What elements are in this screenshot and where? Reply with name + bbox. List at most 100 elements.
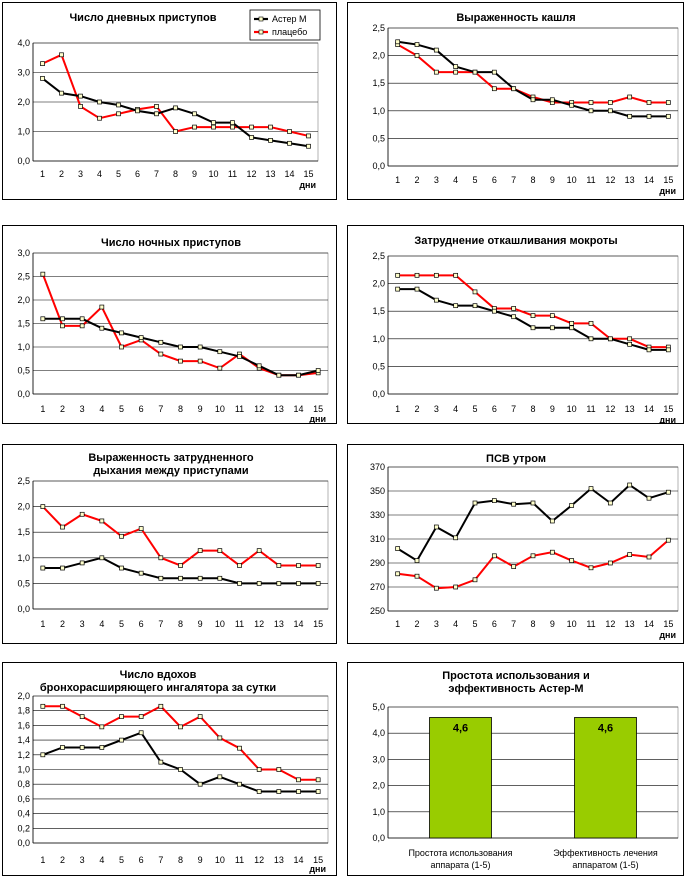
x-tick-label: 14 [293, 619, 303, 629]
data-point [40, 61, 45, 67]
x-tick-label: 4 [99, 855, 104, 865]
y-tick-label: 2,0 [17, 97, 30, 107]
y-tick-label: 1,5 [17, 527, 30, 537]
x-tick-label: 12 [246, 169, 256, 179]
x-tick-label: 10 [208, 169, 218, 179]
data-point [453, 272, 459, 278]
y-tick-label: 0,0 [17, 389, 30, 399]
data-point [276, 767, 282, 772]
chart-title-line: ПСВ утром [486, 453, 546, 465]
data-point [588, 336, 594, 342]
x-axis-label: дни [309, 414, 326, 423]
y-tick-label: 0,0 [372, 161, 385, 171]
y-tick-label: 0,5 [372, 361, 385, 371]
data-point [268, 124, 273, 130]
data-point [491, 553, 497, 559]
data-point [549, 325, 555, 331]
data-point [472, 577, 478, 583]
chart-title-line: Число дневных приступов [69, 12, 216, 24]
data-point [138, 570, 144, 576]
y-tick-label: 330 [370, 510, 385, 520]
chart-title-line: бронхорасширяющего ингалятора за сутки [40, 682, 276, 694]
y-tick-label: 0,5 [372, 133, 385, 143]
data-point [276, 789, 282, 794]
data-point [99, 304, 105, 310]
x-tick-label: 1 [40, 855, 45, 865]
bar [574, 717, 637, 839]
x-tick-label: 12 [605, 404, 615, 414]
data-point [158, 703, 164, 709]
x-axis-label: дни [299, 180, 316, 190]
data-point [276, 372, 282, 378]
y-tick-label: 2,5 [17, 272, 30, 282]
chart-morning-pef: ПСВ утром 250 270 290 310 330 350 370 1 2 3 4 5 6 7 8 9 1… [347, 444, 684, 644]
x-tick-label: 10 [215, 404, 225, 414]
chart-title-line: Число ночных приступов [101, 237, 241, 249]
chart-breathing-difficulty: Выраженность затрудненного дыхания между … [2, 444, 337, 644]
x-tick-label: 13 [265, 169, 275, 179]
data-point [40, 316, 46, 322]
data-point [549, 518, 555, 524]
data-point [178, 724, 183, 730]
chart-title-line: Выраженность затрудненного [88, 452, 254, 464]
data-point [60, 703, 65, 709]
x-tick-label: 1 [395, 404, 400, 414]
data-point [78, 104, 83, 109]
data-point [530, 325, 536, 331]
data-point [433, 47, 439, 53]
data-point [197, 344, 203, 350]
x-tick-label: 7 [158, 404, 163, 414]
data-point [569, 325, 575, 331]
x-tick-label: 3 [434, 619, 439, 629]
y-tick-label: 370 [370, 462, 385, 472]
x-tick-label: 3 [434, 175, 439, 185]
data-point [79, 323, 85, 329]
x-tick-label: 5 [472, 619, 477, 629]
data-point [607, 100, 613, 105]
data-point [256, 767, 262, 772]
data-point [395, 286, 401, 292]
data-point [135, 108, 140, 114]
data-point [287, 140, 292, 146]
y-tick-label: 310 [370, 534, 385, 544]
y-tick-label: 1,0 [17, 127, 30, 137]
data-point [315, 789, 321, 794]
y-tick-label: 1,0 [17, 765, 30, 775]
x-tick-label: 10 [215, 855, 225, 865]
data-point [119, 344, 124, 350]
x-tick-label: 9 [550, 619, 555, 629]
data-point [315, 777, 321, 783]
x-tick-label: 14 [644, 404, 654, 414]
data-point [40, 271, 46, 277]
x-tick-label: 12 [605, 175, 615, 185]
data-point [40, 76, 45, 81]
data-point [646, 100, 652, 105]
data-point [315, 368, 321, 373]
y-tick-label: 3,0 [17, 248, 30, 258]
data-point [217, 365, 223, 371]
x-tick-label: 12 [605, 619, 615, 629]
x-tick-label: 7 [511, 175, 516, 185]
data-point [414, 573, 420, 579]
x-tick-label: 7 [511, 404, 516, 414]
x-tick-label: 2 [60, 619, 65, 629]
data-point [237, 581, 242, 586]
data-point [569, 558, 575, 563]
y-tick-label: 0,4 [17, 809, 30, 819]
x-tick-label: 11 [235, 619, 244, 629]
x-tick-label: 11 [586, 404, 595, 414]
y-tick-label: 3,0 [17, 68, 30, 78]
data-point [119, 533, 124, 539]
x-axis-label: дни [659, 415, 676, 423]
data-point [549, 549, 555, 555]
x-tick-label: 10 [567, 404, 577, 414]
data-point [138, 526, 144, 531]
data-point [138, 335, 144, 340]
x-tick-label: 6 [135, 169, 140, 179]
data-point [230, 124, 235, 130]
data-point [60, 524, 65, 530]
data-point [79, 511, 85, 517]
